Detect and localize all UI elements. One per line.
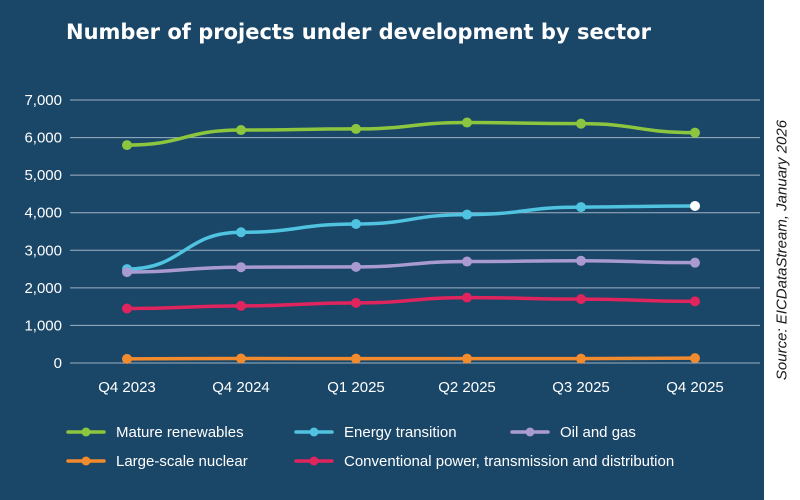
- legend-item: Conventional power, transmission and dis…: [294, 453, 674, 470]
- series-line: [125, 259, 697, 274]
- data-point: [122, 303, 132, 314]
- legend-swatch-marker: [309, 427, 319, 437]
- data-point: [576, 255, 586, 266]
- x-tick-label: Q4 2023: [98, 379, 156, 396]
- legend-swatch-marker: [81, 456, 91, 466]
- data-point: [351, 353, 361, 364]
- data-point: [122, 140, 132, 151]
- series-mature-renewables: [122, 117, 700, 151]
- legend-swatch-marker: [309, 456, 319, 466]
- series-line: [125, 204, 697, 271]
- data-point: [462, 256, 472, 267]
- legend-label: Energy transition: [344, 424, 457, 441]
- legend-label: Mature renewables: [116, 424, 244, 441]
- data-point: [236, 262, 246, 273]
- x-tick-label: Q1 2025: [327, 379, 385, 396]
- series-line: [125, 295, 697, 311]
- x-tick-label: Q3 2025: [552, 379, 610, 396]
- data-point: [690, 353, 700, 364]
- data-point: [351, 261, 361, 272]
- data-point: [576, 353, 586, 364]
- legend-item: Mature renewables: [66, 424, 244, 441]
- data-point: [351, 218, 361, 229]
- legend-item: Oil and gas: [510, 424, 636, 441]
- source-note: Source: EICDataStream, January 2026: [773, 119, 791, 381]
- series-large-scale-nuclear: [122, 353, 700, 364]
- y-tick-label: 7,000: [24, 92, 62, 109]
- data-point: [122, 267, 132, 278]
- data-point: [690, 200, 700, 211]
- x-tick-label: Q4 2025: [666, 379, 724, 396]
- chart-title: Number of projects under development by …: [66, 20, 651, 44]
- line-chart: 0 1,000 2,000 3,000 4,000 5,000 6,000 7,000 Q4 …: [24, 92, 760, 470]
- y-tick-label: 6,000: [24, 130, 62, 147]
- data-point: [462, 209, 472, 220]
- x-tick-label: Q2 2025: [438, 379, 496, 396]
- series-oil-and-gas: [122, 255, 700, 278]
- series-layer: [122, 117, 700, 364]
- data-point: [690, 257, 700, 268]
- gridlines: [70, 99, 760, 364]
- legend-swatch-marker: [81, 427, 91, 437]
- series-line: [125, 356, 697, 361]
- data-point: [462, 353, 472, 364]
- legend-label: Large-scale nuclear: [116, 453, 248, 470]
- data-point: [690, 127, 700, 138]
- legend: Mature renewables Energy transition Oil an…: [66, 424, 674, 470]
- data-point: [236, 227, 246, 238]
- x-axis: Q4 2023 Q4 2024 Q1 2025 Q2 2025 Q3 2025 Q4 20…: [98, 379, 724, 396]
- data-point: [236, 125, 246, 136]
- data-point: [462, 292, 472, 303]
- y-tick-label: 0: [54, 355, 62, 372]
- data-point: [576, 118, 586, 129]
- data-point: [576, 294, 586, 305]
- legend-label: Conventional power, transmission and dis…: [344, 453, 674, 470]
- y-tick-label: 1,000: [24, 317, 62, 334]
- x-tick-label: Q4 2024: [212, 379, 270, 396]
- series-line: [125, 120, 697, 147]
- series-conventional-power-transmission-and-distribution: [122, 292, 700, 314]
- legend-item: Large-scale nuclear: [66, 453, 248, 470]
- y-axis: 0 1,000 2,000 3,000 4,000 5,000 6,000 7,000: [24, 92, 62, 372]
- data-point: [236, 353, 246, 364]
- data-point: [122, 353, 132, 364]
- y-tick-label: 5,000: [24, 167, 62, 184]
- y-tick-label: 3,000: [24, 242, 62, 259]
- data-point: [236, 300, 246, 311]
- data-point: [351, 297, 361, 308]
- data-point: [462, 117, 472, 128]
- legend-item: Energy transition: [294, 424, 457, 441]
- data-point: [576, 202, 586, 213]
- legend-label: Oil and gas: [560, 424, 636, 441]
- data-point: [351, 123, 361, 134]
- legend-swatch-marker: [525, 427, 535, 437]
- y-tick-label: 2,000: [24, 280, 62, 297]
- data-point: [690, 296, 700, 307]
- y-tick-label: 4,000: [24, 205, 62, 222]
